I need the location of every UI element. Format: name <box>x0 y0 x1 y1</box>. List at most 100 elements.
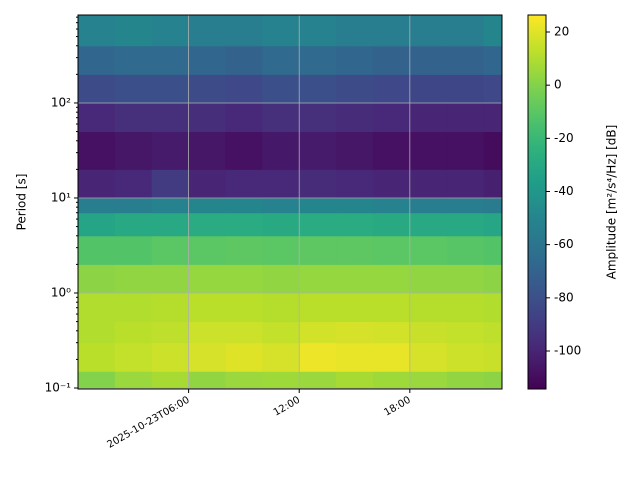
heatmap-cell <box>299 235 337 265</box>
heatmap-cell <box>372 235 411 265</box>
heatmap-cell <box>483 292 503 323</box>
heatmap-cell <box>262 292 300 323</box>
heatmap-cell <box>114 169 153 199</box>
heatmap-cell <box>372 342 411 372</box>
heatmap-cell <box>114 292 153 323</box>
x-tick-label: 2025-10-23T06:00 <box>106 395 192 451</box>
heatmap-cell <box>409 131 448 170</box>
heatmap-cell <box>225 321 263 344</box>
heatmap-cell <box>409 212 448 237</box>
heatmap-cell <box>114 371 153 390</box>
heatmap-cell <box>262 15 300 47</box>
heatmap-cell <box>446 102 485 133</box>
heatmap-cell <box>409 371 448 390</box>
heatmap-cell <box>151 212 190 237</box>
heatmap-cell <box>336 342 374 372</box>
heatmap-cell <box>188 212 226 237</box>
heatmap-cell <box>188 264 226 294</box>
heatmap-cell <box>78 292 116 323</box>
heatmap-cell <box>225 15 263 47</box>
heatmap-cell <box>483 15 503 47</box>
heatmap-cell <box>225 342 263 372</box>
heatmap-cell <box>262 169 300 199</box>
heatmap-cell <box>188 342 226 372</box>
heatmap-cell <box>78 371 116 390</box>
heatmap-cell <box>372 292 411 323</box>
heatmap-cell <box>372 102 411 133</box>
heatmap-cell <box>299 74 337 104</box>
colorbar-tick-label: -60 <box>554 237 574 251</box>
heatmap-cell <box>372 197 411 214</box>
heatmap-cell <box>483 102 503 133</box>
heatmap-cell <box>483 342 503 372</box>
heatmap-cell <box>78 15 116 47</box>
heatmap-cell <box>188 45 226 75</box>
heatmap-cell <box>151 74 190 104</box>
heatmap-cell <box>188 197 226 214</box>
heatmap-cell <box>78 45 116 75</box>
colorbar-tick-label: -20 <box>554 131 574 145</box>
heatmap-cell <box>336 264 374 294</box>
heatmap-cell <box>446 15 485 47</box>
heatmap-cell <box>225 292 263 323</box>
y-tick-label: 10² <box>51 95 71 109</box>
heatmap-cell <box>409 45 448 75</box>
heatmap-cell <box>151 197 190 214</box>
heatmap-cell <box>483 371 503 390</box>
heatmap-cell <box>336 74 374 104</box>
heatmap-cell <box>446 197 485 214</box>
heatmap-cell <box>78 342 116 372</box>
heatmap-cell <box>78 74 116 104</box>
heatmap-cell <box>188 131 226 170</box>
colorbar-tick-label: -80 <box>554 290 574 304</box>
heatmap-cell <box>262 321 300 344</box>
heatmap-cell <box>483 131 503 170</box>
heatmap-cell <box>336 321 374 344</box>
x-tick-label: 18:00 <box>382 395 412 419</box>
heatmap-cell <box>225 74 263 104</box>
heatmap-cell <box>336 292 374 323</box>
heatmap-cell <box>188 235 226 265</box>
heatmap-cell <box>372 371 411 390</box>
heatmap-cell <box>372 321 411 344</box>
heatmap-cell <box>151 342 190 372</box>
heatmap-cell <box>372 264 411 294</box>
heatmap-cell <box>299 15 337 47</box>
heatmap-cell <box>483 45 503 75</box>
heatmap-cell <box>446 342 485 372</box>
colorbar-tick-label: -100 <box>554 343 581 357</box>
heatmap-cell <box>262 212 300 237</box>
heatmap-cell <box>299 131 337 170</box>
heatmap-cell <box>78 131 116 170</box>
heatmap-cell <box>483 235 503 265</box>
heatmap-cell <box>446 212 485 237</box>
heatmap-cell <box>409 321 448 344</box>
heatmap-cell <box>151 15 190 47</box>
heatmap-cell <box>372 45 411 75</box>
heatmap-cell <box>151 264 190 294</box>
colorbar-tick-label: 20 <box>554 25 569 39</box>
heatmap-cell <box>151 321 190 344</box>
heatmap-cell <box>151 102 190 133</box>
heatmap-cell <box>299 371 337 390</box>
heatmap-cell <box>225 131 263 170</box>
heatmap-cell <box>299 321 337 344</box>
heatmap-cell <box>446 131 485 170</box>
heatmap-cell <box>483 321 503 344</box>
heatmap-cell <box>483 169 503 199</box>
heatmap-cell <box>336 15 374 47</box>
heatmap-cell <box>151 371 190 390</box>
heatmap-cell <box>409 264 448 294</box>
heatmap-cell <box>409 15 448 47</box>
heatmap-cell <box>336 102 374 133</box>
heatmap-cell <box>262 371 300 390</box>
heatmap-cell <box>78 102 116 133</box>
heatmap-cell <box>225 212 263 237</box>
heatmap-cell <box>188 321 226 344</box>
heatmap-cell <box>446 74 485 104</box>
colorbar-tick-label: 0 <box>554 78 562 92</box>
heatmap-cell <box>409 197 448 214</box>
heatmap-cell <box>372 74 411 104</box>
heatmap-cell <box>114 102 153 133</box>
heatmap-cell <box>188 169 226 199</box>
